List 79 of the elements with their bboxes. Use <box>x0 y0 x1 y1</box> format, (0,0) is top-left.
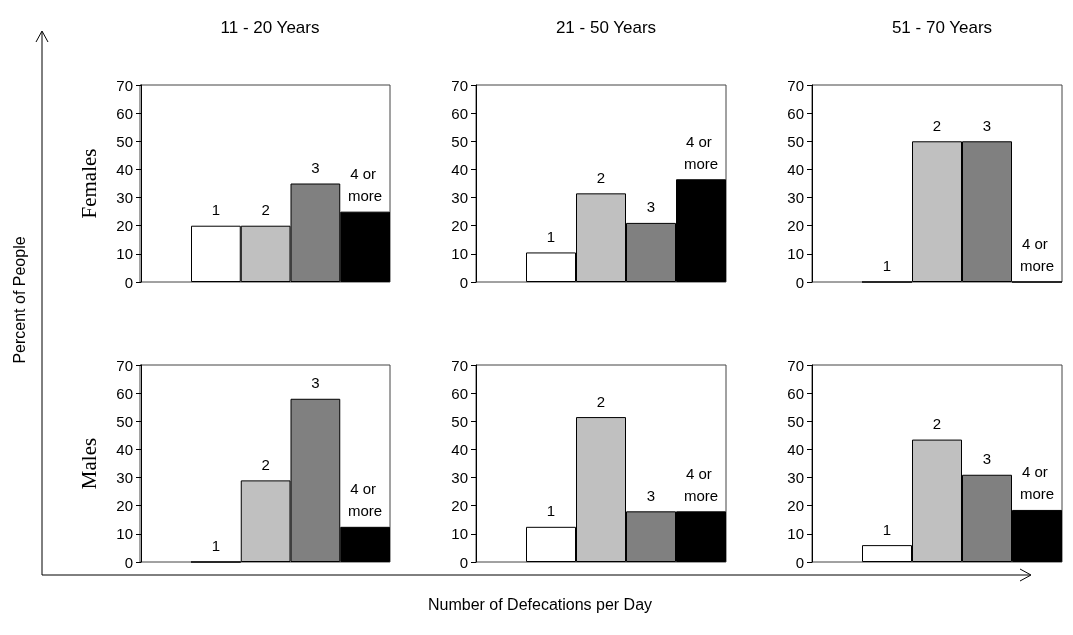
y-tick-label: 70 <box>116 76 133 94</box>
y-tick-label: 50 <box>787 412 804 430</box>
y-tick-label: 60 <box>451 104 468 122</box>
y-axis-title: Males <box>76 437 101 490</box>
y-tick-label: 0 <box>459 273 468 291</box>
y-tick-label: 20 <box>787 217 804 235</box>
chart-title: 51 - 70 Years <box>891 18 993 37</box>
category-label: 2 <box>596 392 606 410</box>
y-tick-label: 30 <box>451 469 468 487</box>
y-tick-label: 10 <box>451 245 468 263</box>
y-tick-label: 40 <box>787 440 804 458</box>
category-label: 1 <box>882 520 892 538</box>
category-label: 2 <box>261 455 270 473</box>
y-tick-label: 30 <box>787 469 804 487</box>
category-label: 3 <box>982 450 992 468</box>
y-tick-label: 70 <box>116 356 133 374</box>
y-tick-label: 40 <box>451 160 468 178</box>
category-label: 4 or more <box>1019 463 1055 503</box>
y-tick-label: 60 <box>116 384 133 402</box>
category-label: 3 <box>646 486 656 504</box>
y-tick-label: 0 <box>124 553 133 571</box>
y-tick-label: 70 <box>451 356 468 374</box>
y-tick-label: 10 <box>451 525 468 543</box>
y-tick-label: 30 <box>116 189 133 207</box>
y-tick-label: 30 <box>451 189 468 207</box>
category-label: 3 <box>646 198 656 216</box>
y-tick-label: 50 <box>116 412 133 430</box>
y-tick-label: 20 <box>116 497 133 515</box>
category-label: 1 <box>546 227 556 245</box>
y-tick-label: 60 <box>787 384 804 402</box>
category-label: 1 <box>211 537 221 554</box>
y-tick-label: 0 <box>124 273 133 291</box>
category-label: 2 <box>932 116 942 134</box>
category-label: 4 or more <box>683 132 719 172</box>
category-label: 2 <box>932 415 942 433</box>
chart-title: 21 - 50 Years <box>555 18 657 37</box>
y-tick-label: 40 <box>451 440 468 458</box>
y-tick-label: 60 <box>116 104 133 122</box>
y-tick-label: 50 <box>451 412 468 430</box>
category-label: 4 or more <box>683 464 719 504</box>
y-tick-label: 0 <box>459 553 468 571</box>
category-label: 3 <box>311 374 320 392</box>
y-tick-label: 40 <box>116 440 133 458</box>
text: Percent of People <box>11 236 29 364</box>
y-tick-label: 40 <box>116 160 133 178</box>
category-label: 3 <box>982 116 992 134</box>
category-label: 4 or more <box>348 165 383 205</box>
category-label: 1 <box>882 257 892 274</box>
y-tick-label: 70 <box>787 76 804 94</box>
y-tick-label: 10 <box>116 525 133 543</box>
y-tick-label: 60 <box>787 104 804 122</box>
y-tick-label: 20 <box>116 217 133 235</box>
category-label: 2 <box>261 201 270 219</box>
category-label: 3 <box>311 159 320 176</box>
y-tick-label: 30 <box>787 189 804 207</box>
y-tick-label: 10 <box>116 245 133 263</box>
y-tick-label: 0 <box>795 273 804 291</box>
y-tick-label: 20 <box>451 497 468 515</box>
category-label: 1 <box>546 502 556 520</box>
y-tick-label: 20 <box>787 497 804 515</box>
category-label: 4 or more <box>348 480 383 520</box>
chart-title: 11 - 20 Years <box>220 18 320 37</box>
text: Number of Defecations per Day <box>427 596 653 614</box>
y-tick-label: 60 <box>451 384 468 402</box>
category-label: 1 <box>211 201 221 219</box>
category-label: 4 or more <box>1019 235 1055 274</box>
y-tick-label: 0 <box>795 553 804 571</box>
category-label: 2 <box>596 168 606 186</box>
y-tick-label: 10 <box>787 245 804 263</box>
y-tick-label: 10 <box>787 525 804 543</box>
y-tick-label: 50 <box>787 132 804 150</box>
y-tick-label: 40 <box>787 160 804 178</box>
y-tick-label: 30 <box>116 469 133 487</box>
y-tick-label: 70 <box>451 76 468 94</box>
y-tick-label: 50 <box>116 132 133 150</box>
y-tick-label: 20 <box>451 217 468 235</box>
y-tick-label: 50 <box>451 132 468 150</box>
y-axis-title: Females <box>76 148 101 219</box>
y-tick-label: 70 <box>787 356 804 374</box>
